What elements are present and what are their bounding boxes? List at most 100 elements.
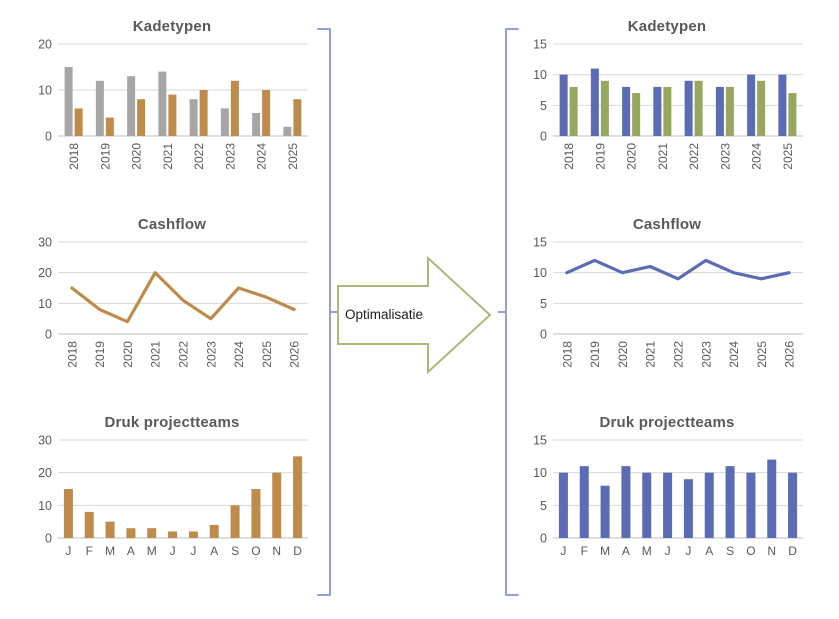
bar: [558, 472, 568, 538]
kadetypen-before-chart: 0 10 20 2018 2019 2020 2021 2022 2023 2024 2025: [38, 38, 308, 170]
x-tick-label: S: [231, 544, 239, 558]
x-tick-label: 2018: [67, 143, 81, 170]
x-tick-label: 2022: [177, 341, 191, 368]
x-tick-label: 2023: [204, 341, 218, 368]
bar: [293, 456, 303, 538]
panel-after: Kadetypen 0 5 10 15 2018 2019 2020 2021 2022 2023…: [521, 16, 813, 562]
y-tick-label: 20: [38, 466, 52, 480]
y-tick-label: 30: [38, 434, 52, 448]
x-tick-label: 2022: [192, 143, 206, 170]
bar: [600, 80, 609, 136]
bar: [715, 86, 724, 136]
bar: [230, 80, 239, 136]
x-tick-label: 2019: [93, 341, 107, 368]
bar: [137, 99, 146, 136]
bar: [653, 86, 662, 136]
bar: [147, 528, 157, 538]
bar: [209, 524, 219, 538]
bar: [158, 71, 167, 136]
bar: [189, 99, 198, 136]
bar: [168, 531, 178, 538]
x-tick-label: 2021: [149, 341, 163, 368]
y-tick-label: 10: [533, 266, 547, 280]
y-tick-label: 15: [533, 38, 547, 52]
y-tick-label: 10: [533, 466, 547, 480]
x-tick-label: 2023: [223, 143, 237, 170]
cashflow-after-chart: 0 5 10 15 2018 2019 2020 2021 2022 2023 2024 2025 20…: [533, 236, 803, 368]
x-tick-label: M: [642, 544, 652, 558]
x-tick-label: A: [210, 544, 218, 558]
bar: [230, 505, 240, 538]
bar: [283, 126, 292, 136]
bar: [663, 472, 673, 538]
x-tick-label: 2019: [98, 143, 112, 170]
left-bracket-shape: [317, 28, 338, 596]
bar: [569, 86, 578, 136]
bar: [559, 74, 568, 136]
y-tick-label: 10: [533, 68, 547, 82]
bar: [632, 93, 641, 136]
x-tick-label: D: [788, 544, 797, 558]
bar: [590, 68, 599, 136]
bar: [725, 466, 735, 538]
line-series: [70, 271, 296, 324]
bar: [84, 511, 94, 538]
y-tick-label: 10: [38, 499, 52, 513]
bar: [199, 90, 208, 136]
y-tick-label: 10: [38, 297, 52, 311]
x-tick-label: A: [622, 544, 630, 558]
optimalisatie-arrow: Optimalisatie: [336, 250, 494, 380]
x-tick-label: 2022: [672, 341, 686, 368]
bar: [683, 479, 693, 538]
bar: [105, 117, 114, 136]
x-tick-label: S: [726, 544, 734, 558]
y-tick-label: 15: [533, 434, 547, 448]
y-tick-label: 0: [540, 130, 547, 144]
bar: [788, 93, 797, 136]
x-tick-label: F: [86, 544, 93, 558]
bar: [788, 472, 798, 538]
x-tick-label: 2024: [255, 143, 269, 170]
x-tick-label: 2023: [699, 341, 713, 368]
chart-block-kadetypen-after: Kadetypen 0 5 10 15 2018 2019 2020 2021 2022 2023…: [521, 16, 813, 198]
y-tick-label: 0: [540, 532, 547, 546]
y-tick-label: 5: [540, 297, 547, 311]
x-tick-label: O: [251, 544, 260, 558]
right-bracket: [498, 28, 519, 596]
x-tick-label: J: [65, 544, 71, 558]
bar: [105, 521, 115, 538]
bar: [767, 459, 777, 538]
bar: [251, 489, 261, 538]
x-tick-label: D: [293, 544, 302, 558]
x-tick-label: M: [105, 544, 115, 558]
x-tick-label: 2026: [783, 341, 797, 368]
x-tick-label: J: [170, 544, 176, 558]
bar: [262, 90, 271, 136]
y-tick-label: 15: [533, 236, 547, 250]
x-tick-label: 2025: [260, 341, 274, 368]
chart-block-druk-after: Druk projectteams 0 5 10 15 J F M A M J J A S O N D: [521, 412, 813, 562]
bar: [757, 80, 766, 136]
x-tick-label: 2024: [232, 341, 246, 368]
x-tick-label: 2020: [130, 143, 144, 170]
chart-title-cashflow-after: Cashflow: [632, 216, 702, 233]
bar: [168, 94, 177, 136]
arrow-label: Optimalisatie: [344, 307, 424, 322]
y-tick-label: 20: [38, 266, 52, 280]
chart-block-druk-before: Druk projectteams 0 10 20 30 J F M A M J J A S O N D: [26, 412, 318, 562]
bar: [293, 99, 302, 136]
bar: [127, 76, 136, 136]
x-tick-label: 2021: [644, 341, 658, 368]
bar: [663, 86, 672, 136]
x-tick-label: 2023: [718, 143, 732, 170]
y-tick-label: 0: [45, 328, 52, 342]
bar: [621, 466, 631, 538]
x-tick-label: 2020: [625, 143, 639, 170]
x-tick-label: N: [272, 544, 281, 558]
right-arrow-icon: [337, 255, 492, 375]
chart-block-cashflow-after: Cashflow 0 5 10 15 2018 2019 2020 2021 2022 2023 2…: [521, 214, 813, 396]
x-tick-label: F: [581, 544, 588, 558]
y-tick-label: 5: [540, 499, 547, 513]
cashflow-before-chart: 0 10 20 30 2018 2019 2020 2021 2022 2023 2024 2025 2…: [38, 236, 308, 368]
